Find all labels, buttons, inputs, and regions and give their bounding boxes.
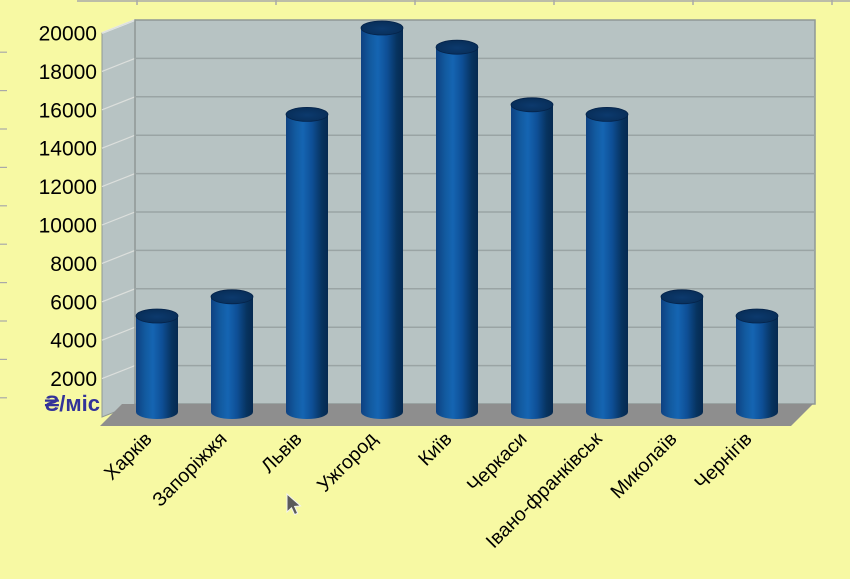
- y-tick-label-18000: 18000: [39, 61, 97, 84]
- bar-Черкаси[interactable]: [510, 97, 554, 419]
- top-edge-ticks: [77, 0, 850, 5]
- bar-Чернігів[interactable]: [735, 308, 779, 419]
- bar-Миколаїв[interactable]: [660, 289, 704, 419]
- y-tick-label-6000: 6000: [50, 291, 97, 314]
- y-tick-label-20000: 20000: [39, 23, 97, 46]
- y-axis-labels: 2000 4000 6000 8000 10000 12000 14000 16000 1800…: [39, 23, 97, 392]
- y-tick-label-16000: 16000: [39, 99, 97, 122]
- y-tick-label-2000: 2000: [50, 368, 97, 391]
- bar-Ужгород[interactable]: [360, 20, 404, 419]
- bar-Івано-франківськ[interactable]: [585, 107, 629, 419]
- bar-Львів[interactable]: [285, 107, 329, 419]
- left-wall-gridlines: [101, 19, 136, 380]
- y-tick-label-8000: 8000: [50, 253, 97, 276]
- bar-Харків[interactable]: [135, 308, 179, 419]
- y-axis-unit-label: ₴/міс: [45, 391, 100, 416]
- y-tick-label-14000: 14000: [39, 138, 97, 161]
- y-tick-label-12000: 12000: [39, 176, 97, 199]
- bar-series: [135, 20, 779, 419]
- mouse-cursor: [286, 492, 302, 516]
- y-tick-label-10000: 10000: [39, 215, 97, 238]
- bar-Київ[interactable]: [435, 39, 479, 419]
- left-edge-ticks: [0, 51, 7, 399]
- y-tick-label-4000: 4000: [50, 330, 97, 353]
- bar-Запоріжжя[interactable]: [210, 289, 254, 419]
